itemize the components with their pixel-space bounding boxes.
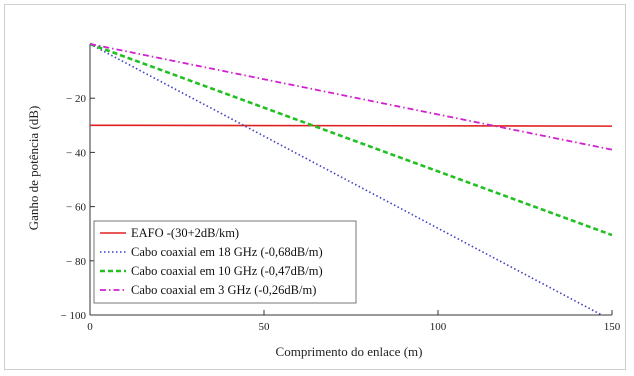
y-tick-label: − 60	[66, 202, 86, 214]
series	[90, 42, 613, 315]
x-tick-label: 150	[604, 321, 621, 333]
series-line-3	[90, 42, 613, 237]
legend-label: Cabo coaxial em 18 GHz (-0,68dB/m)	[131, 245, 323, 259]
series-line-1	[90, 124, 613, 127]
series-line-4	[90, 43, 613, 151]
x-tick-label: 0	[87, 321, 93, 333]
series-line-2	[90, 43, 604, 315]
axes	[89, 44, 612, 316]
legend: EAFO -(30+2dB/km) Cabo coaxial em 18 GHz …	[93, 220, 357, 304]
figure-frame	[4, 4, 626, 370]
y-tick-label: − 80	[66, 256, 86, 268]
y-tick-label: − 100	[61, 310, 87, 322]
x-tick-label: 100	[430, 321, 447, 333]
y-axis-title: Ganho de potência (dB)	[26, 106, 41, 231]
y-tick-label: − 40	[66, 147, 86, 159]
legend-box	[93, 220, 357, 304]
legend-label: EAFO -(30+2dB/km)	[131, 226, 239, 240]
y-tick-label: − 20	[66, 93, 86, 105]
legend-label: Cabo coaxial em 10 GHz (-0,47dB/m)	[131, 264, 323, 278]
x-axis-title: Comprimento do enlace (m)	[276, 344, 423, 359]
x-tick-label: 50	[259, 321, 271, 333]
legend-label: Cabo coaxial em 3 GHz (-0,26dB/m)	[131, 283, 316, 297]
